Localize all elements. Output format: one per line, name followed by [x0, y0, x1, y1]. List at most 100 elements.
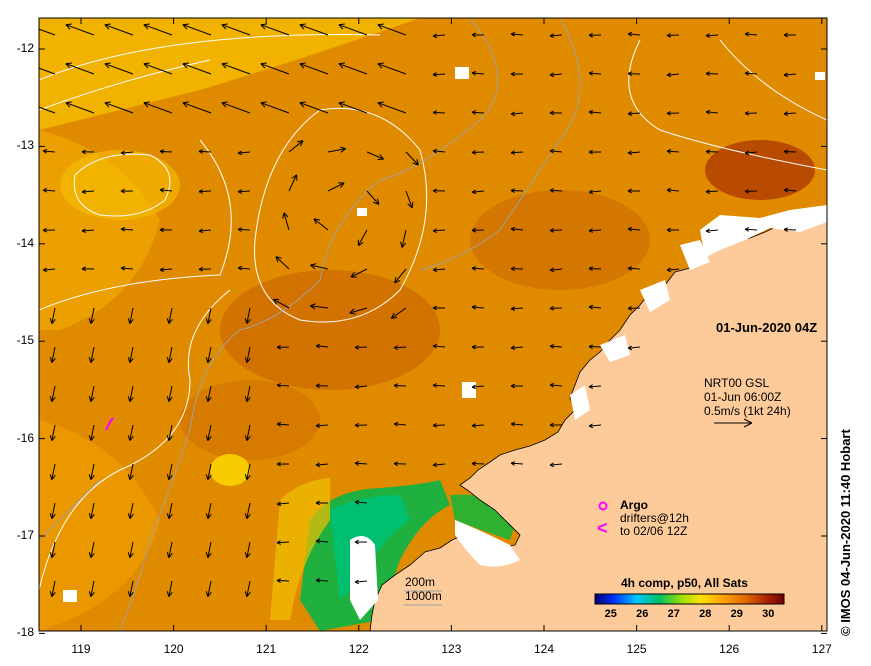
current-arrow [549, 188, 563, 193]
current-arrow [432, 110, 446, 115]
y-tick-label: -16 [16, 430, 34, 445]
bathymetry-lines [39, 18, 581, 631]
current-arrow [88, 424, 95, 441]
current-arrow [588, 109, 602, 115]
current-arrow [666, 187, 680, 193]
current-arrow [471, 384, 485, 390]
current-arrow [354, 384, 368, 390]
cloud-speck [357, 208, 367, 216]
current-arrow [405, 190, 414, 209]
current-arrow [471, 304, 485, 310]
y-tick-label: -18 [16, 625, 34, 640]
current-arrow [549, 267, 563, 273]
cloud-patch [640, 280, 670, 312]
current-arrow [705, 149, 719, 155]
sst-warm-patch [705, 140, 815, 200]
current-arrow [260, 101, 290, 114]
current-arrow [143, 62, 173, 75]
current-arrow [244, 580, 251, 597]
current-arrow [393, 461, 407, 467]
current-arrow [510, 226, 524, 232]
current-arrow [588, 304, 602, 310]
current-arrow [627, 71, 641, 77]
current-arrow [471, 266, 485, 271]
current-arrow [39, 67, 56, 75]
current-arrow [783, 187, 797, 193]
current-arrow [627, 188, 641, 194]
current-arrow [49, 463, 56, 480]
current-arrow [88, 463, 95, 480]
isobath-200m-label: 200m [405, 575, 436, 589]
current-arrow [237, 227, 251, 232]
current-arrow [588, 32, 602, 38]
x-tick-label: 123 [441, 642, 462, 656]
current-arrow [299, 62, 329, 75]
y-tick-label: -12 [16, 41, 34, 55]
current-arrow [205, 346, 212, 363]
current-arrow [182, 23, 212, 36]
current-arrow [88, 541, 95, 558]
currents-scale: 0.5m/s (1kt 24h) [704, 404, 791, 418]
colorbar-tick-label: 27 [667, 608, 680, 620]
current-arrow [588, 384, 602, 389]
current-arrow [744, 227, 758, 232]
current-arrow [205, 307, 212, 324]
current-arrow [315, 462, 329, 468]
current-arrow [159, 227, 173, 233]
current-arrow [205, 463, 212, 480]
current-arrow [510, 306, 524, 311]
current-arrow [666, 72, 680, 78]
current-arrow [276, 501, 290, 507]
argo-label: Argo [620, 498, 648, 512]
x-tick-label: 119 [71, 642, 91, 656]
current-arrow [377, 101, 407, 114]
current-arrow [166, 502, 173, 519]
current-arrow [127, 385, 134, 402]
ssh-contours [39, 34, 827, 591]
current-arrow [288, 140, 304, 153]
current-arrow [104, 23, 134, 36]
current-arrow [666, 33, 680, 38]
sst-yellow-band [39, 18, 420, 130]
current-arrow [338, 23, 368, 36]
map-plot-area [39, 18, 827, 631]
cloud-patch [680, 240, 710, 270]
current-arrow [166, 424, 173, 441]
current-arrow [354, 461, 368, 466]
current-arrow [510, 266, 524, 272]
current-arrow [432, 33, 446, 39]
current-arrow [221, 23, 251, 36]
current-arrow [315, 343, 329, 349]
current-arrow [205, 424, 212, 441]
current-arrow [393, 383, 407, 388]
current-arrow [327, 146, 346, 153]
current-arrow [127, 580, 134, 597]
current-arrow [705, 33, 719, 38]
current-arrow [205, 385, 212, 402]
current-arrow [627, 111, 641, 116]
current-arrow [39, 28, 56, 36]
current-arrow [471, 70, 485, 76]
current-arrow [88, 502, 95, 519]
current-arrow [42, 148, 56, 154]
current-arrow [159, 187, 173, 193]
credit-label: © IMOS 04-Jun-2020 11:40 Hobart [838, 429, 853, 636]
current-arrow [127, 346, 134, 363]
y-tick-label: -17 [16, 528, 34, 542]
current-arrow [104, 62, 134, 75]
current-arrow [276, 461, 290, 467]
current-arrow [166, 541, 173, 558]
current-arrow [166, 385, 173, 402]
current-arrow [81, 228, 95, 234]
current-arrow [471, 32, 485, 38]
current-arrow [510, 421, 524, 427]
current-arrow [310, 263, 329, 270]
colorbar-tick-label: 30 [762, 608, 775, 620]
current-arrow [198, 149, 212, 154]
current-arrow [182, 62, 212, 75]
current-arrow [81, 189, 95, 195]
current-arrow [315, 383, 329, 389]
cloud-patch [570, 385, 590, 420]
current-arrow [205, 580, 212, 597]
current-arrow [627, 226, 641, 232]
